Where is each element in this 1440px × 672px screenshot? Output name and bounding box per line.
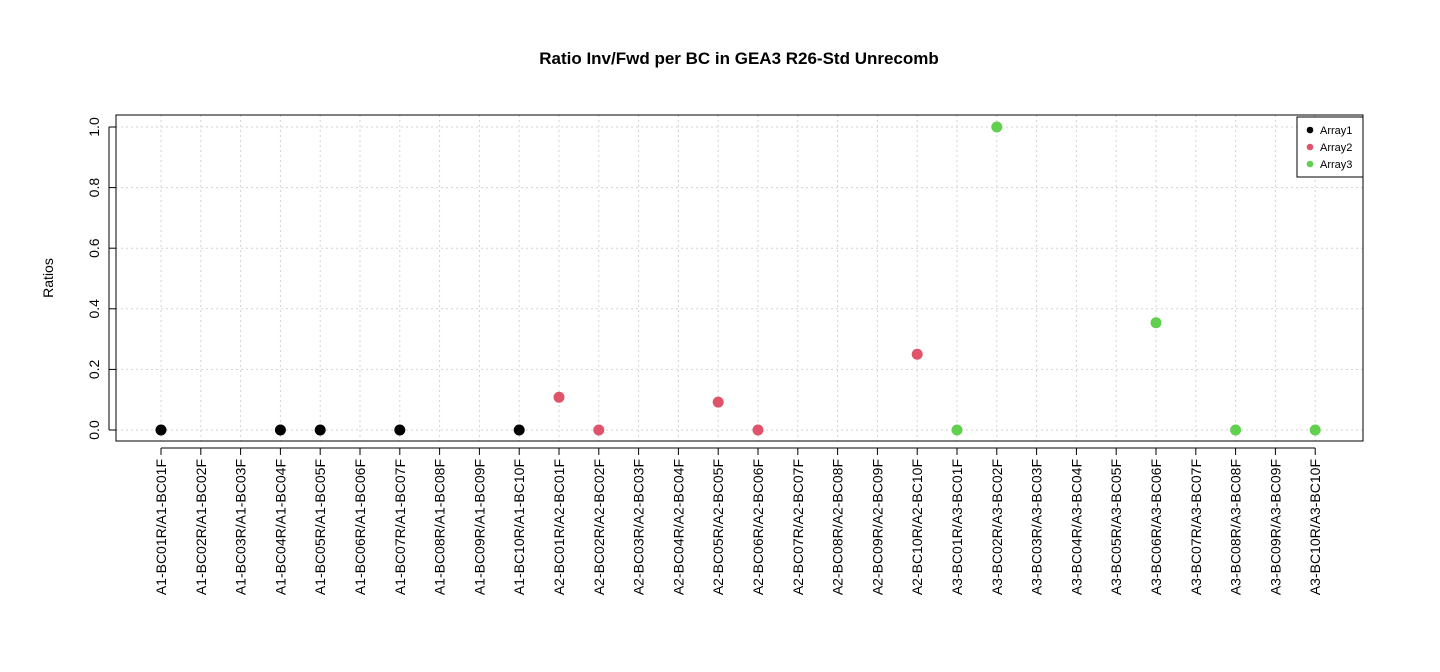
data-point-array2: [593, 424, 605, 436]
x-tick-label: A1-BC02R/A1-BC02F: [193, 459, 209, 595]
x-tick-label: A1-BC01R/A1-BC01F: [153, 459, 169, 595]
x-tick-label: A1-BC07R/A1-BC07F: [392, 459, 408, 595]
y-axis: 0.0 0.2 0.4 0.6 0.8 1.0: [86, 117, 116, 440]
data-point-array3: [951, 424, 963, 436]
y-tick-label: 0.2: [86, 359, 102, 379]
plot-frame: [115, 114, 1364, 442]
legend-marker-array3: [1306, 160, 1314, 168]
data-point-array3: [991, 121, 1003, 133]
legend-marker-array1: [1306, 126, 1314, 134]
x-tick-label: A1-BC09R/A1-BC09F: [471, 459, 487, 595]
x-tick-label: A2-BC04R/A2-BC04F: [670, 459, 686, 595]
x-tick-label: A1-BC06R/A1-BC06F: [352, 459, 368, 595]
x-tick-label: A2-BC01R/A2-BC01F: [551, 459, 567, 595]
y-tick-label: 0.4: [86, 299, 102, 319]
data-point-array3: [1150, 317, 1162, 329]
x-tick-label: A3-BC10R/A3-BC10F: [1307, 459, 1323, 595]
x-tick-label: A2-BC08R/A2-BC08F: [830, 459, 846, 595]
x-tick-label: A3-BC06R/A3-BC06F: [1148, 459, 1164, 595]
legend-marker-array2: [1306, 143, 1314, 151]
x-tick-label: A3-BC08R/A3-BC08F: [1228, 459, 1244, 595]
y-tick-label: 0.8: [86, 178, 102, 198]
x-tick-label: A1-BC05R/A1-BC05F: [312, 459, 328, 595]
x-tick-label: A1-BC03R/A1-BC03F: [233, 459, 249, 595]
data-point-array1: [274, 424, 286, 436]
x-tick-label: A3-BC04R/A3-BC04F: [1068, 459, 1084, 595]
data-point-array1: [314, 424, 326, 436]
data-point-array1: [513, 424, 525, 436]
legend-label-array2: Array2: [1320, 142, 1352, 154]
y-tick-label: 0.6: [86, 238, 102, 258]
x-axis: A1-BC01R/A1-BC01F A1-BC02R/A1-BC02F A1-BC0…: [153, 447, 1323, 595]
data-points: [155, 121, 1321, 436]
x-tick-label: A1-BC04R/A1-BC04F: [272, 459, 288, 595]
x-tick-label: A3-BC03R/A3-BC03F: [1029, 459, 1045, 595]
grid: [116, 115, 1363, 441]
x-tick-label: A2-BC07R/A2-BC07F: [790, 459, 806, 595]
data-point-array3: [1230, 424, 1242, 436]
x-tick-label: A3-BC01R/A3-BC01F: [949, 459, 965, 595]
data-point-array1: [155, 424, 167, 436]
x-tick-label: A3-BC07R/A3-BC07F: [1188, 459, 1204, 595]
y-tick-label: 0.0: [86, 420, 102, 440]
legend: Array1 Array2 Array3: [1296, 116, 1364, 178]
x-tick-label: A2-BC09R/A2-BC09F: [869, 459, 885, 595]
data-point-array2: [752, 424, 764, 436]
x-tick-label: A3-BC02R/A3-BC02F: [989, 459, 1005, 595]
x-tick-label: A2-BC05R/A2-BC05F: [710, 459, 726, 595]
x-tick-label: A2-BC03R/A2-BC03F: [631, 459, 647, 595]
x-tick-label: A3-BC09R/A3-BC09F: [1267, 459, 1283, 595]
data-point-array2: [553, 391, 565, 403]
x-tick-label: A2-BC06R/A2-BC06F: [750, 459, 766, 595]
chart-title: Ratio Inv/Fwd per BC in GEA3 R26-Std Unr…: [539, 49, 939, 68]
x-tick-label: A2-BC02R/A2-BC02F: [591, 459, 607, 595]
x-tick-label: A3-BC05R/A3-BC05F: [1108, 459, 1124, 595]
data-point-array1: [394, 424, 406, 436]
data-point-array2: [712, 396, 724, 408]
legend-label-array1: Array1: [1320, 125, 1352, 137]
y-tick-label: 1.0: [86, 117, 102, 137]
x-tick-label: A2-BC10R/A2-BC10F: [909, 459, 925, 595]
x-tick-label: A1-BC10R/A1-BC10F: [511, 459, 527, 595]
data-point-array2: [911, 348, 923, 360]
data-point-array3: [1309, 424, 1321, 436]
y-axis-label: Ratios: [40, 258, 56, 298]
legend-label-array3: Array3: [1320, 159, 1352, 171]
x-tick-label: A1-BC08R/A1-BC08F: [432, 459, 448, 595]
